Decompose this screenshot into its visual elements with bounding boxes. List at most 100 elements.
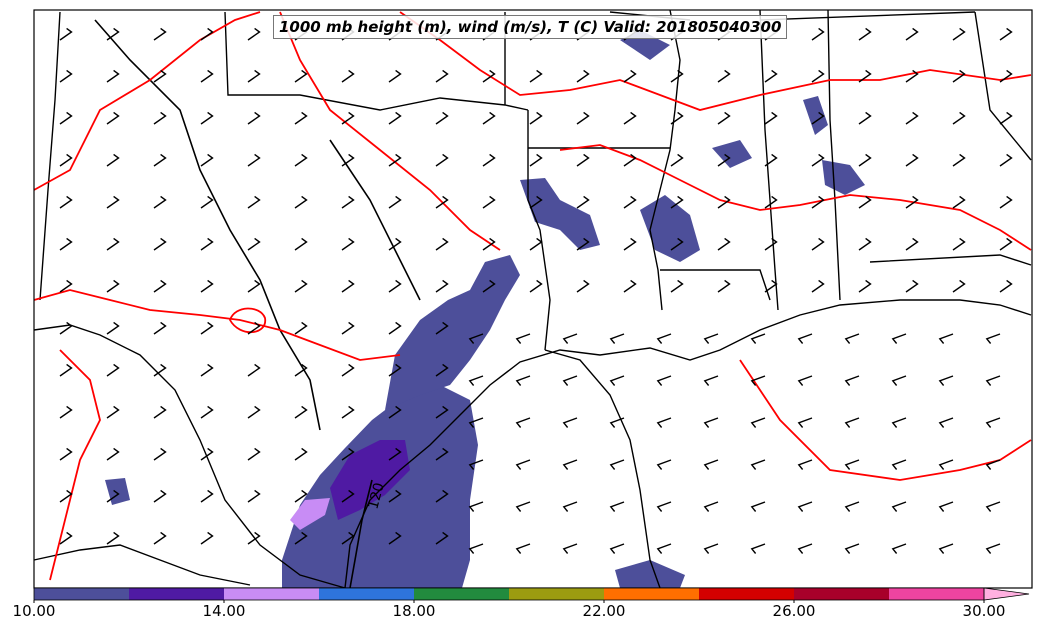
colorbar-frame xyxy=(33,587,985,601)
wind-barb xyxy=(153,279,167,293)
wind-barb xyxy=(985,543,1001,554)
isotherm-gulf xyxy=(739,359,1032,481)
wind-barb xyxy=(999,237,1013,251)
border-rio-grande xyxy=(33,324,346,589)
isotherm-4 xyxy=(399,11,1032,111)
wind-barb xyxy=(811,27,825,41)
wind-barb xyxy=(999,195,1013,209)
wind-barb xyxy=(515,333,531,344)
wind-barb xyxy=(670,195,684,209)
wind-barb xyxy=(999,69,1013,83)
wind-barb xyxy=(106,69,120,83)
wind-barb xyxy=(106,321,120,335)
wind-barb xyxy=(609,501,625,512)
wind-barb xyxy=(482,195,496,209)
wind-barb xyxy=(952,279,966,293)
wind-barb xyxy=(106,237,120,251)
wind-barb xyxy=(656,459,672,470)
wind-barb xyxy=(703,459,719,470)
wind-barb xyxy=(999,111,1013,125)
border-ga-fl xyxy=(869,254,1032,266)
colorbar-segment xyxy=(509,588,604,600)
wind-barb xyxy=(952,237,966,251)
wind-barb xyxy=(247,237,261,251)
wind-barb xyxy=(858,27,872,41)
wind-barb xyxy=(858,111,872,125)
wind-barb xyxy=(388,489,402,503)
river-sabine xyxy=(544,349,661,589)
wind-barb xyxy=(703,333,719,344)
wind-barb xyxy=(200,363,214,377)
wind-barb xyxy=(703,417,719,428)
wind-barb xyxy=(247,279,261,293)
wind-barb xyxy=(905,279,919,293)
wind-barb xyxy=(764,195,778,209)
wind-barb xyxy=(59,279,73,293)
wind-barb xyxy=(153,363,167,377)
wind-barb xyxy=(952,195,966,209)
wind-barb xyxy=(200,111,214,125)
wind-barb xyxy=(59,195,73,209)
wind-barb xyxy=(200,405,214,419)
wind-barb xyxy=(750,459,766,470)
wind-barb xyxy=(858,195,872,209)
wind-barb xyxy=(435,153,449,167)
wind-barb xyxy=(562,501,578,512)
wind-barb xyxy=(844,333,860,344)
wind-barb xyxy=(59,237,73,251)
colorbar-extend-arrow xyxy=(983,587,1030,601)
wind-barb xyxy=(153,237,167,251)
wind-barb xyxy=(59,489,73,503)
wind-barb xyxy=(294,321,308,335)
wind-barb xyxy=(106,405,120,419)
wind-barb xyxy=(247,321,261,335)
wind-barb xyxy=(106,111,120,125)
wind-barb xyxy=(985,417,1001,428)
wind-barb xyxy=(435,111,449,125)
wind-barb xyxy=(656,417,672,428)
wind-barb xyxy=(515,417,531,428)
isotherm-loop xyxy=(229,307,266,334)
wind-barb xyxy=(247,531,261,545)
wind-barb xyxy=(515,459,531,470)
shade-tn xyxy=(712,140,752,168)
wind-barb xyxy=(247,153,261,167)
wind-barb xyxy=(482,69,496,83)
border-al-ga xyxy=(827,9,841,301)
wind-barb xyxy=(106,195,120,209)
wind-barb xyxy=(891,333,907,344)
wind-barb xyxy=(59,447,73,461)
colorbar-segment xyxy=(224,588,319,600)
wind-barb xyxy=(247,489,261,503)
wind-barb xyxy=(294,111,308,125)
wind-barb xyxy=(905,69,919,83)
border-tn-al xyxy=(759,11,976,21)
wind-barb xyxy=(59,405,73,419)
colorbar-segment xyxy=(604,588,699,600)
wind-barb xyxy=(388,405,402,419)
wind-barb xyxy=(153,27,167,41)
wind-barb xyxy=(999,27,1013,41)
wind-barb xyxy=(341,69,355,83)
isotherm-1 xyxy=(33,11,261,191)
wind-barb xyxy=(106,447,120,461)
wind-barb xyxy=(153,321,167,335)
wind-barb xyxy=(153,531,167,545)
colorbar-label-18: 18.00 xyxy=(392,602,436,620)
wind-barb xyxy=(797,459,813,470)
colorbar-label-22: 22.00 xyxy=(582,602,626,620)
wind-barb xyxy=(435,531,449,545)
wind-barb xyxy=(562,333,578,344)
wind-barb xyxy=(717,237,731,251)
wind-barbs xyxy=(59,27,1013,554)
wind-barb xyxy=(891,501,907,512)
wind-barb xyxy=(952,69,966,83)
shaded-temperature-regions xyxy=(105,30,865,588)
wind-barb xyxy=(529,195,543,209)
wind-barb xyxy=(106,279,120,293)
wind-barb xyxy=(656,501,672,512)
wind-barb xyxy=(670,279,684,293)
wind-barb xyxy=(811,279,825,293)
wind-barb xyxy=(388,111,402,125)
wind-barb xyxy=(59,363,73,377)
